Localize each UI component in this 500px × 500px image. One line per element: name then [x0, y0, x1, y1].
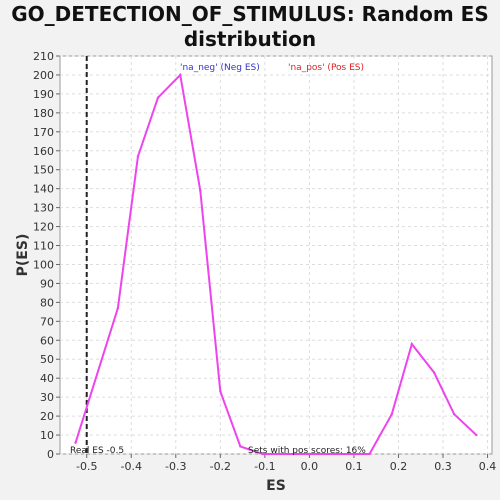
- y-tick-label: 30: [40, 391, 54, 404]
- y-axis-ticks: 0 10 20 30 40 50 60 70 80 90 100 110 120 130 140 150 160…: [33, 50, 60, 461]
- legend-pos: 'na_pos' (Pos ES): [288, 63, 364, 73]
- y-tick-label: 180: [33, 107, 54, 120]
- series-point: [74, 441, 77, 444]
- y-tick-label: 0: [47, 448, 54, 461]
- y-tick-label: 20: [40, 410, 54, 423]
- y-tick-label: 200: [33, 69, 54, 82]
- y-tick-label: 90: [40, 277, 54, 290]
- y-tick-label: 110: [33, 240, 54, 253]
- y-tick-label: 140: [33, 183, 54, 196]
- x-tick-label: 0.3: [434, 460, 452, 473]
- y-axis-label: P(ES): [15, 234, 31, 277]
- chart-title-line-2: distribution: [183, 27, 317, 51]
- series-point: [432, 371, 436, 374]
- series-point: [199, 189, 202, 192]
- pos-scores-annotation: Sets with pos scores: 16%: [248, 446, 366, 456]
- y-tick-label: 40: [40, 372, 54, 385]
- series-point: [239, 445, 242, 448]
- series-point: [156, 96, 160, 99]
- y-tick-label: 120: [33, 221, 54, 234]
- series-points: [74, 73, 478, 456]
- y-tick-label: 70: [40, 315, 54, 328]
- grid-lines: [60, 55, 492, 455]
- x-tick-label: -0.4: [121, 460, 142, 473]
- series-point: [179, 73, 182, 77]
- real-es-label: Real ES -0.5: [70, 446, 124, 456]
- series-point: [219, 390, 222, 393]
- y-tick-label: 130: [33, 202, 54, 215]
- y-tick-label: 170: [33, 126, 54, 139]
- x-tick-label: 0.1: [345, 460, 363, 473]
- series-point: [116, 306, 120, 310]
- y-tick-label: 190: [33, 88, 54, 101]
- series-point: [410, 342, 414, 346]
- y-tick-label: 50: [40, 353, 54, 366]
- legend-neg: 'na_neg' (Neg ES): [180, 63, 260, 73]
- series-point: [390, 413, 393, 416]
- y-tick-label: 60: [40, 334, 54, 347]
- x-tick-label: -0.2: [210, 460, 231, 473]
- x-tick-label: -0.1: [254, 460, 275, 473]
- x-tick-label: -0.5: [76, 460, 97, 473]
- series-point: [452, 413, 456, 416]
- x-tick-label: 0.4: [479, 460, 497, 473]
- chart-title: GO_DETECTION_OF_STIMULUS: Random ES dist…: [0, 2, 500, 52]
- y-tick-label: 160: [33, 145, 54, 158]
- y-tick-label: 100: [33, 258, 54, 271]
- x-tick-label: -0.3: [165, 460, 186, 473]
- series-point: [261, 452, 264, 456]
- x-axis-label: ES: [266, 478, 286, 494]
- y-tick-label: 80: [40, 296, 54, 309]
- y-tick-label: 10: [40, 429, 54, 442]
- series-point: [136, 155, 140, 158]
- series-point: [368, 452, 371, 456]
- y-tick-label: 210: [33, 50, 54, 63]
- series-point: [475, 433, 478, 437]
- x-tick-label: 0.0: [301, 460, 319, 473]
- y-tick-label: 150: [33, 164, 54, 177]
- plot-area: [59, 55, 493, 455]
- chart-title-line-1: GO_DETECTION_OF_STIMULUS: Random ES: [11, 2, 489, 26]
- x-tick-label: 0.2: [390, 460, 408, 473]
- x-axis-ticks: -0.5 -0.4 -0.3 -0.2 -0.1 0.0 0.1 0.2 0.3 0.4: [76, 454, 496, 473]
